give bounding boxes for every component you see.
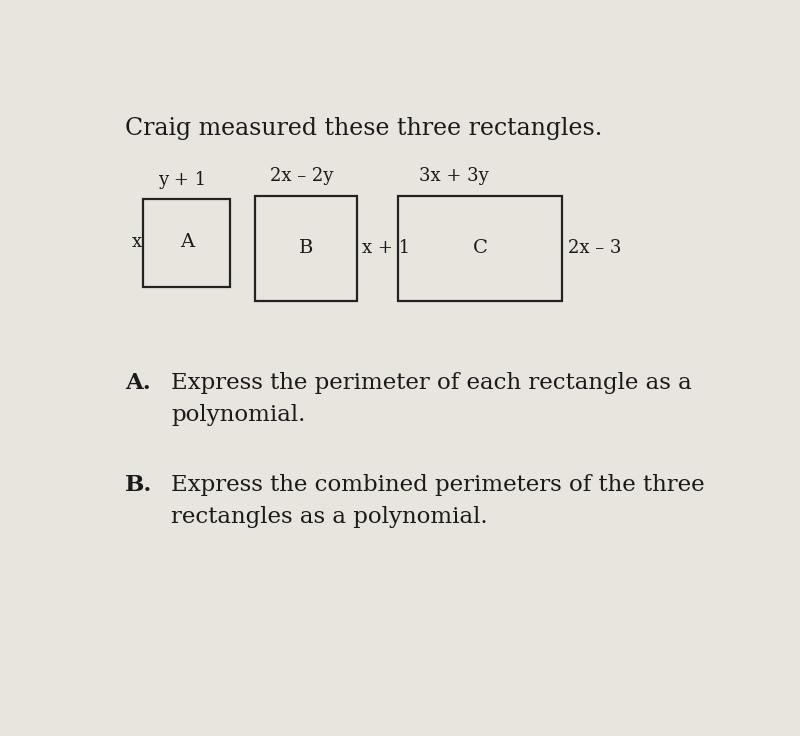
Bar	[143, 199, 230, 287]
Text: Express the perimeter of each rectangle as a
polynomial.: Express the perimeter of each rectangle …	[171, 372, 692, 426]
Text: 2x – 3: 2x – 3	[568, 239, 622, 257]
Bar	[398, 196, 562, 301]
Text: Craig measured these three rectangles.: Craig measured these three rectangles.	[125, 117, 602, 140]
Bar	[255, 196, 358, 301]
Text: A.: A.	[125, 372, 150, 394]
Text: 2x – 2y: 2x – 2y	[270, 166, 334, 185]
Text: B: B	[299, 239, 314, 257]
Text: y + 1: y + 1	[158, 171, 206, 189]
Text: x: x	[132, 233, 142, 252]
Text: 3x + 3y: 3x + 3y	[419, 166, 489, 185]
Text: C: C	[473, 239, 487, 257]
Text: Express the combined perimeters of the three
rectangles as a polynomial.: Express the combined perimeters of the t…	[171, 474, 705, 528]
Text: x + 1: x + 1	[362, 239, 410, 257]
Text: B.: B.	[125, 474, 152, 495]
Text: A: A	[180, 233, 194, 252]
